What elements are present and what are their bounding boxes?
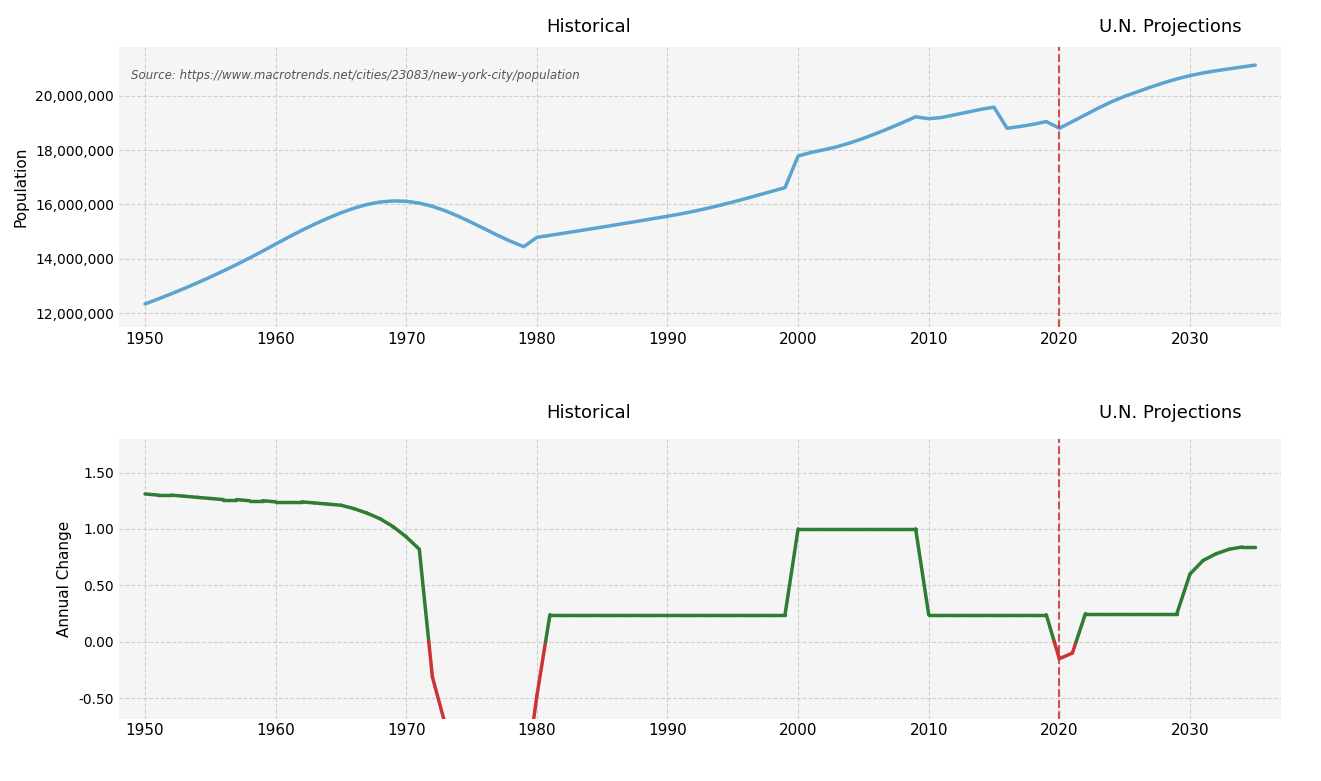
Text: U.N. Projections: U.N. Projections [1099, 18, 1242, 36]
Y-axis label: Annual Change: Annual Change [57, 520, 71, 637]
Text: Source: https://www.macrotrends.net/cities/23083/new-york-city/population: Source: https://www.macrotrends.net/citi… [131, 70, 580, 82]
Text: Historical: Historical [547, 18, 631, 36]
Text: Historical: Historical [547, 404, 631, 422]
Y-axis label: Population: Population [13, 147, 28, 227]
Text: U.N. Projections: U.N. Projections [1099, 404, 1242, 422]
